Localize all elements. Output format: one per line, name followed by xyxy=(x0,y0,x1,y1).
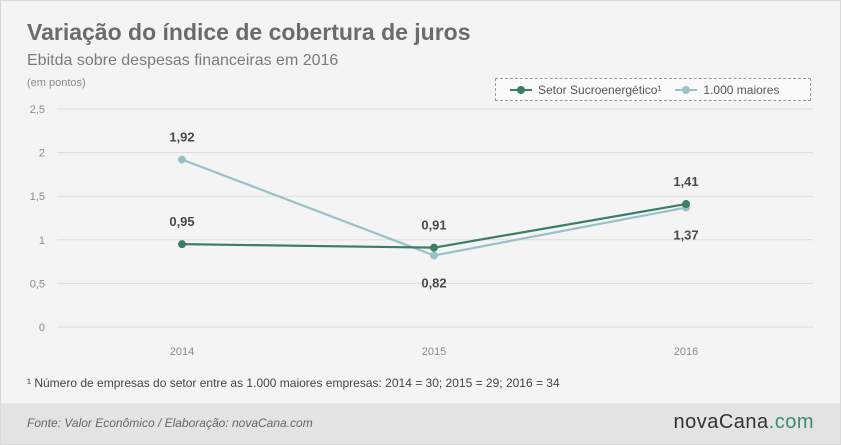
y-tick-label: 0,5 xyxy=(30,278,45,290)
x-tick-label: 2015 xyxy=(422,346,446,358)
data-label: 1,92 xyxy=(169,130,194,145)
chart-subtitle: Ebitda sobre despesas financeiras em 201… xyxy=(27,52,339,69)
y-tick-label: 0 xyxy=(39,322,45,334)
data-label: 0,91 xyxy=(421,218,446,233)
data-point xyxy=(430,251,438,260)
chart-title: Variação do índice de cobertura de juros xyxy=(27,19,471,45)
y-tick-label: 2,5 xyxy=(30,104,45,116)
series-line xyxy=(181,158,687,257)
source-text: Fonte: Valor Econômico / Elaboração: nov… xyxy=(27,416,313,430)
y-tick-label: 2 xyxy=(39,148,45,160)
legend-swatch-setor xyxy=(510,85,532,94)
x-tick-label: 2014 xyxy=(170,346,194,358)
footnote: ¹ Número de empresas do setor entre as 1… xyxy=(27,376,560,390)
y-tick-label: 1,5 xyxy=(30,191,45,203)
data-point xyxy=(682,200,690,209)
footer: Fonte: Valor Econômico / Elaboração: nov… xyxy=(1,403,840,444)
legend-label-maiores: 1.000 maiores xyxy=(703,82,780,97)
x-tick-label: 2016 xyxy=(674,346,698,358)
data-point xyxy=(178,240,186,249)
legend-swatch-maiores xyxy=(675,85,698,94)
chart-legend: Setor Sucroenergético¹ 1.000 maiores xyxy=(495,78,811,101)
data-label: 0,82 xyxy=(421,275,446,290)
legend-item-maiores: 1.000 maiores xyxy=(675,83,779,97)
y-tick-label: 1 xyxy=(39,235,45,247)
data-label: 0,95 xyxy=(169,214,194,229)
data-point xyxy=(178,155,186,164)
legend-item-setor: Setor Sucroenergético¹ xyxy=(510,83,661,97)
brand-logo[interactable]: novaCana.com xyxy=(673,411,814,434)
data-label: 1,37 xyxy=(673,228,698,243)
data-point xyxy=(430,243,438,252)
legend-label-setor: Setor Sucroenergético¹ xyxy=(538,82,662,97)
brand-name: novaCana xyxy=(673,411,769,433)
brand-suffix: .com xyxy=(768,411,814,433)
data-label: 1,41 xyxy=(673,174,698,189)
y-axis-unit: (em pontos) xyxy=(27,77,86,89)
